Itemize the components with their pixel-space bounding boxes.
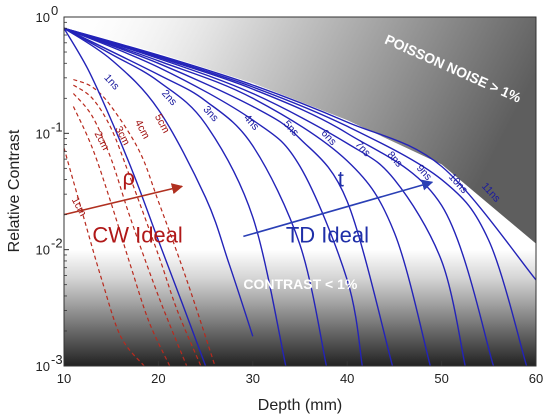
poisson-noise-region (64, 17, 536, 244)
x-axis-ticks: 10 20 30 40 50 60 (57, 361, 543, 386)
x-tick-label: 50 (434, 371, 448, 386)
y-tick-label: 10 (36, 359, 50, 374)
td-curve-5ns (64, 27, 363, 366)
td-curve-10ns (64, 27, 528, 366)
x-tick-label: 20 (151, 371, 165, 386)
contrast-threshold-label: CONTRAST < 1% (243, 276, 358, 292)
td-curve-4ns (64, 27, 328, 366)
x-axis-title: Depth (mm) (258, 397, 342, 414)
cw-curve-3cm (72, 93, 188, 366)
y-tick-label: 10 (36, 126, 50, 141)
plot-frame (63, 16, 537, 367)
td-curve-7ns (64, 27, 431, 366)
x-tick-label: 40 (340, 371, 354, 386)
td-curve-8ns (64, 27, 466, 366)
y-tick-exponent: 0 (51, 3, 58, 18)
td-ideal-label: TD Ideal (286, 223, 369, 248)
x-tick-label: 60 (529, 371, 543, 386)
x-tick-label: 30 (246, 371, 260, 386)
y-tick-exponent: -2 (51, 236, 63, 251)
t-label: t (338, 166, 344, 191)
y-tick-label: 10 (36, 10, 50, 25)
y-axis-title: Relative Contrast (6, 129, 23, 252)
low-contrast-region (64, 249, 536, 366)
rho-label: ρ (123, 165, 136, 190)
cw-direction-arrow (63, 183, 184, 216)
td-direction-arrow (243, 179, 434, 238)
td-curve-9ns (64, 27, 495, 366)
cw-curves (64, 78, 216, 366)
cw-curve-4cm (73, 84, 202, 366)
td-curve-6ns (64, 27, 394, 366)
td-curve-2ns (64, 27, 254, 337)
td-curve-3ns (64, 27, 287, 366)
y-tick-exponent: -1 (51, 119, 63, 134)
y-tick-label: 10 (36, 243, 50, 258)
cw-curve-1cm (64, 147, 145, 366)
td-curves (64, 27, 536, 366)
td-curve-11ns (64, 27, 536, 281)
td-curve-1ns (64, 27, 207, 366)
cw-ideal-label: CW Ideal (92, 223, 182, 248)
cw-curve-2cm (72, 106, 171, 366)
x-tick-label: 10 (57, 371, 71, 386)
cw-curve-5cm (73, 78, 216, 366)
y-tick-exponent: -3 (51, 352, 63, 367)
